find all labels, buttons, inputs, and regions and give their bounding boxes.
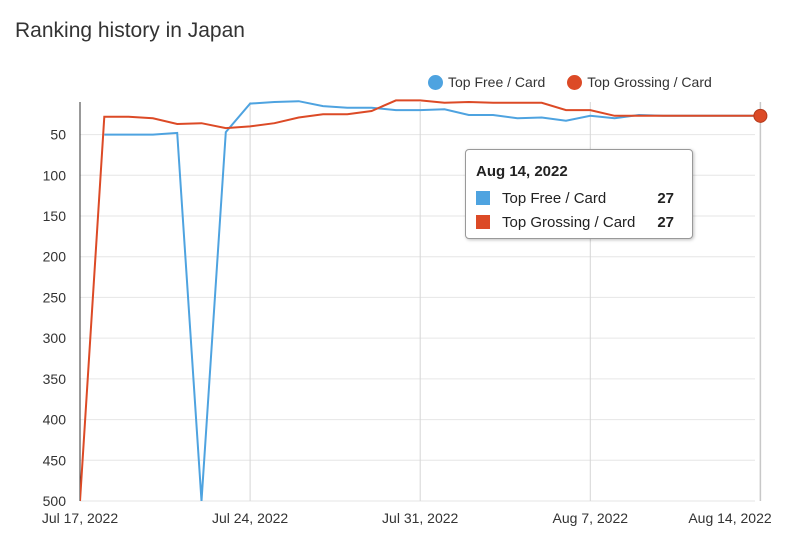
legend-item-top-free[interactable]: Top Free / Card [428,74,545,90]
x-tick-label: Aug 14, 2022 [688,510,772,526]
y-tick-label: 50 [50,127,66,143]
y-tick-label: 150 [43,208,67,224]
y-tick-label: 100 [43,167,67,183]
x-tick-label: Jul 31, 2022 [382,510,458,526]
y-tick-label: 250 [43,289,67,305]
y-tick-label: 450 [43,452,67,468]
tooltip-date: Aug 14, 2022 [476,163,568,180]
x-tick-label: Jul 17, 2022 [42,510,118,526]
series-line-top-grossing [80,99,755,501]
highlight-point [753,108,768,123]
legend-label-top-free: Top Free / Card [448,74,546,90]
y-tick-label: 400 [43,412,67,428]
tooltip-label-top-grossing: Top Grossing / Card [502,213,636,231]
legend-label-top-grossing: Top Grossing / Card [587,74,712,90]
tooltip-swatch-top-free [476,191,490,205]
y-tick-label: 200 [43,249,67,265]
legend-marker-top-free [428,74,443,90]
tooltip-value-top-free: 27 [657,189,674,207]
chart-tooltip: Aug 14, 2022 Top Free / Card 27 Top Gros… [465,149,693,239]
y-tick-label: 300 [43,330,67,346]
legend-item-top-grossing[interactable]: Top Grossing / Card [567,74,712,90]
legend-marker-top-grossing [567,74,583,90]
x-tick-label: Jul 24, 2022 [212,510,288,526]
chart-title: Ranking history in Japan [15,19,245,42]
tooltip-swatch-top-grossing [476,215,490,229]
tooltip-label-top-free: Top Free / Card [502,189,607,207]
y-tick-label: 350 [43,371,67,387]
chart-legend: Top Free / Card Top Grossing / Card [428,74,712,90]
x-tick-label: Aug 7, 2022 [553,510,629,526]
tooltip-value-top-grossing: 27 [657,213,674,231]
y-tick-label: 500 [43,493,67,509]
tooltip-row-top-grossing: Top Grossing / Card 27 [476,210,682,234]
tooltip-row-top-free: Top Free / Card 27 [476,186,682,210]
